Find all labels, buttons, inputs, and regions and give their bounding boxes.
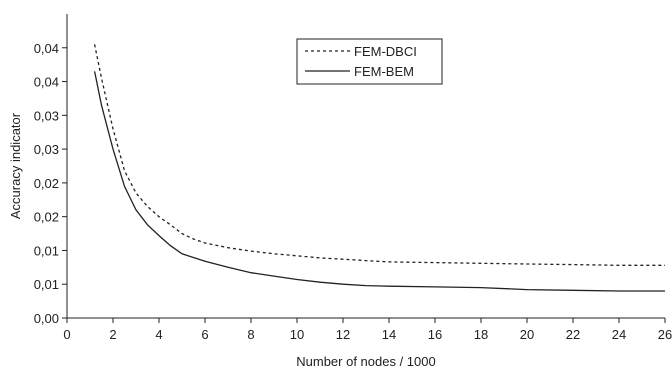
x-axis-title: Number of nodes / 1000 — [296, 354, 435, 369]
series-line-fem-bem — [93, 71, 665, 292]
y-tick-label: 0,03 — [34, 108, 59, 123]
x-tick-label: 4 — [155, 327, 162, 342]
y-tick-label: 0,02 — [34, 176, 59, 191]
x-tick-label: 8 — [247, 327, 254, 342]
y-tick-label: 0,04 — [34, 75, 59, 90]
x-tick-label: 22 — [566, 327, 580, 342]
x-tick-label: 6 — [201, 327, 208, 342]
y-axis-ticks: 0,00 0,01 0,01 0,02 0,02 0,03 0,03 0,04 0,04 — [34, 41, 67, 326]
x-tick-label: 0 — [63, 327, 70, 342]
y-tick-label: 0,02 — [34, 210, 59, 225]
y-tick-label: 0,00 — [34, 311, 59, 326]
legend-box — [296, 38, 443, 85]
series-line-fem-dbci — [93, 44, 665, 266]
x-tick-label: 2 — [109, 327, 116, 342]
x-tick-label: 16 — [428, 327, 442, 342]
legend-label-fem-bem: FEM-BEM — [354, 64, 414, 79]
x-tick-label: 14 — [382, 327, 396, 342]
x-axis-ticks: 0 2 4 6 8 10 12 14 16 18 20 22 24 26 — [63, 318, 672, 342]
x-tick-label: 24 — [612, 327, 626, 342]
x-tick-label: 20 — [520, 327, 534, 342]
x-tick-label: 12 — [336, 327, 350, 342]
plot-area: 0 2 4 6 8 10 12 14 16 18 20 22 24 26 0,000,010,010,02… — [34, 14, 672, 342]
series-lines — [93, 44, 665, 292]
y-tick-label: 0,03 — [34, 142, 59, 157]
x-tick-label: 26 — [658, 327, 672, 342]
legend: FEM-DBCI FEM-BEM — [296, 38, 443, 85]
y-tick-label: 0,04 — [34, 41, 59, 56]
legend-label-fem-dbci: FEM-DBCI — [354, 44, 417, 59]
x-tick-label: 10 — [290, 327, 304, 342]
y-tick-label: 0,01 — [34, 277, 59, 292]
x-tick-label: 18 — [474, 327, 488, 342]
y-tick-label: 0,01 — [34, 243, 59, 258]
y-axis-title: Accuracy indicator — [8, 112, 23, 219]
